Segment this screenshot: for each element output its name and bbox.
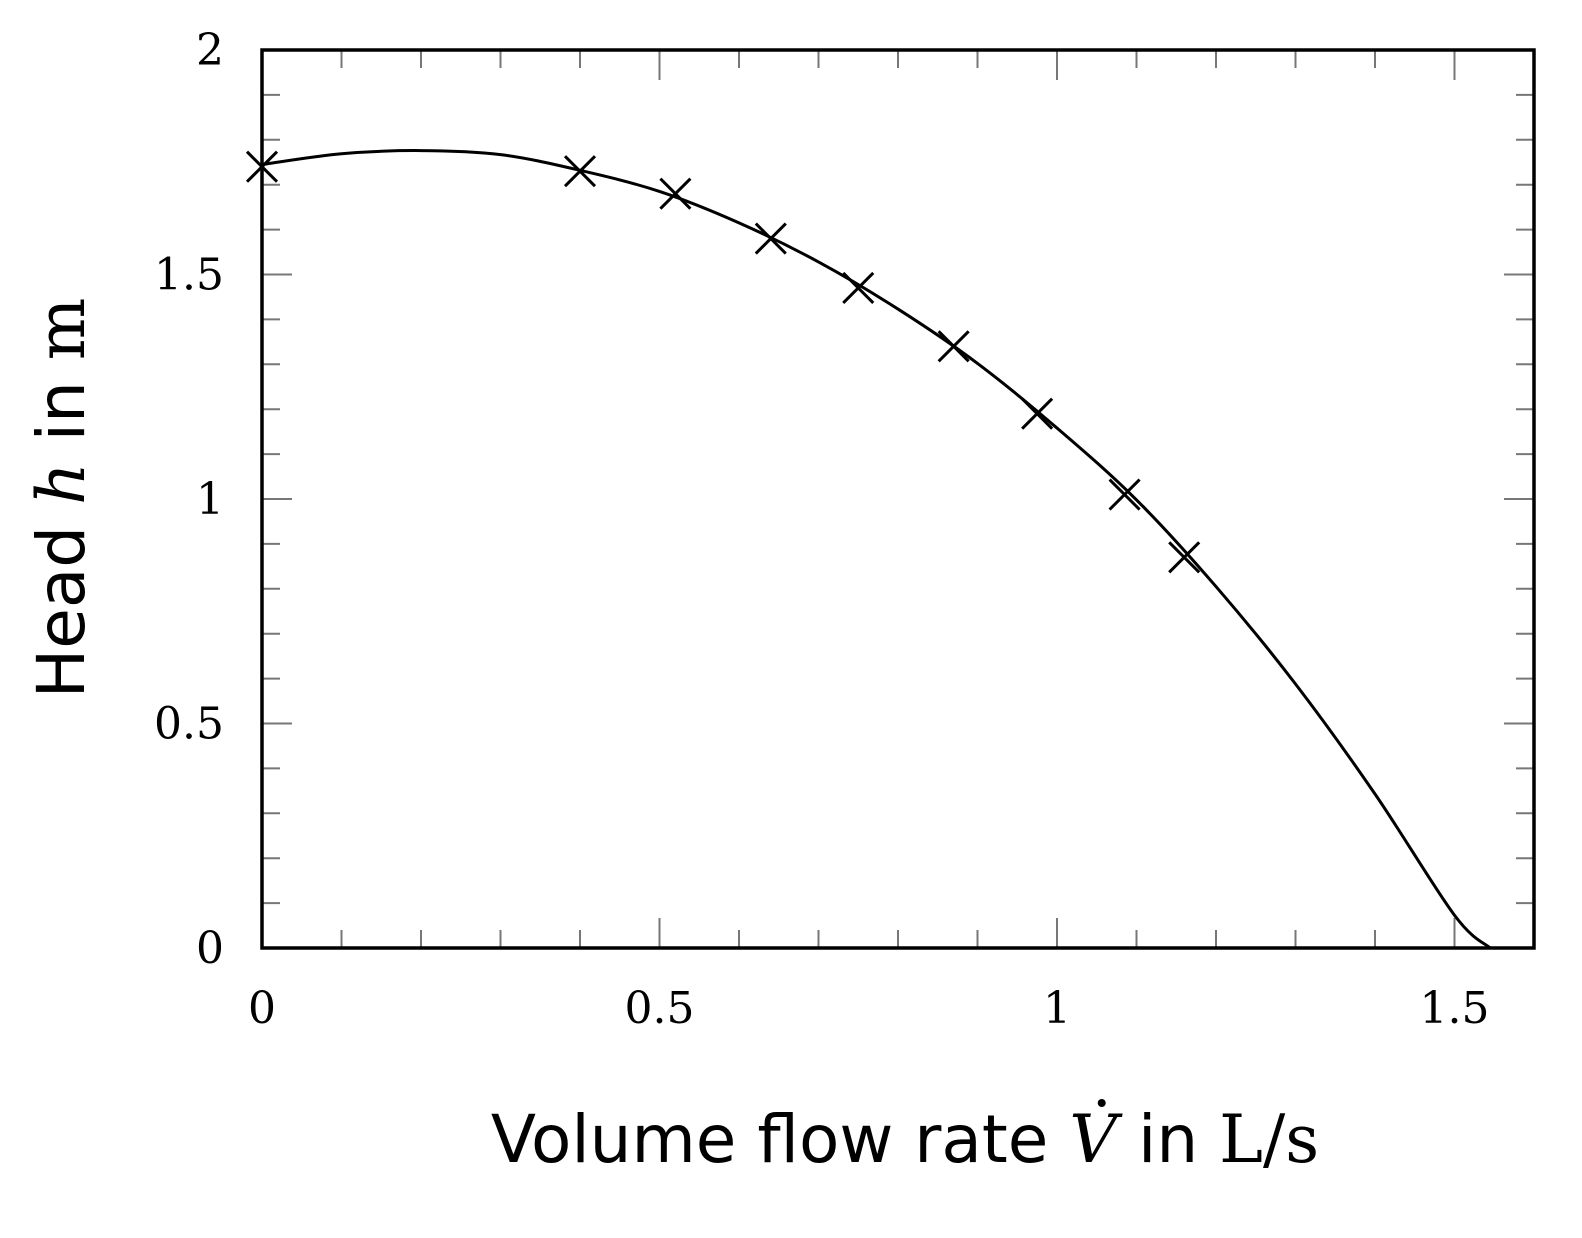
fit-curve-line (261, 149, 1492, 950)
x-axis-label-unit: L/s (1219, 1101, 1319, 1178)
x-axis-label-symbol: V (1069, 1101, 1123, 1178)
x-axis-label: Volume flow rate V in L/s (491, 1101, 1319, 1178)
x-axis-symbol-dot (1097, 1099, 1106, 1107)
y-axis-label-symbol: h (23, 462, 100, 505)
y-tick-label: 1.5 (154, 250, 224, 301)
measured-markers (245, 150, 1201, 574)
x-axis-label-prefix: Volume flow rate (491, 1101, 1069, 1178)
x-tick-labels: 0 0.5 1 1.5 (248, 983, 1489, 1034)
y-tick-label: 0.5 (154, 699, 224, 750)
data-point-marker (937, 330, 970, 363)
data-point-marker (659, 177, 692, 210)
data-point-marker (1168, 541, 1201, 574)
x-tick-label: 1.5 (1420, 983, 1490, 1034)
x-tick-label: 0 (248, 983, 276, 1034)
data-point-marker (754, 222, 787, 255)
y-tick-labels: 0 0.5 1 1.5 2 (154, 25, 224, 974)
plot-area-frame (260, 48, 1536, 950)
x-tick-label: 1 (1043, 983, 1071, 1034)
y-axis-label-mid: in (23, 360, 100, 462)
y-tick-label: 1 (196, 474, 224, 525)
y-axis-label-prefix: Head (23, 505, 100, 699)
y-tick-label: 0 (196, 923, 224, 974)
y-axis-label: Head h in m (23, 298, 100, 699)
data-point-marker (1108, 478, 1141, 511)
y-axis-label-unit: m (23, 298, 100, 361)
data-point-marker (1021, 397, 1054, 430)
major-ticks (262, 50, 1534, 948)
x-tick-label: 0.5 (625, 983, 695, 1034)
y-tick-label: 2 (196, 25, 224, 76)
data-point-marker (842, 271, 875, 305)
data-point-marker (563, 155, 597, 188)
x-axis-label-mid: in (1117, 1101, 1219, 1178)
data-point-marker (245, 150, 279, 183)
minor-ticks (262, 50, 1534, 948)
